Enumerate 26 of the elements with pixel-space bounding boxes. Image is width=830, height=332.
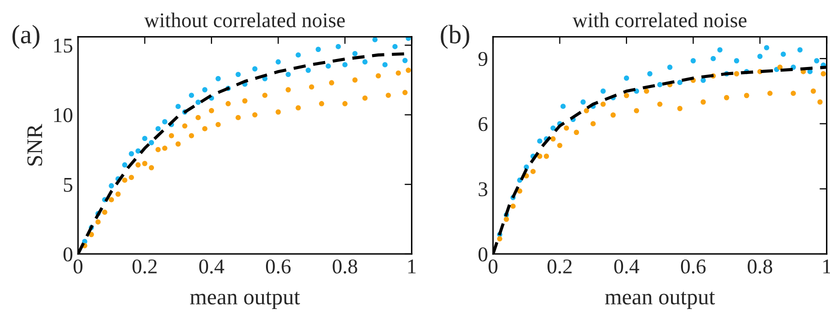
text: (b) (440, 24, 470, 49)
x-tick-label: 0.2 (132, 259, 157, 274)
chart-title: without correlated noise (144, 12, 345, 28)
x-tick-label: 0.6 (266, 259, 291, 274)
y-tick-label: 0 (478, 247, 488, 262)
x-tick-label: 0.4 (199, 259, 224, 274)
x-tick-label: 0.2 (548, 259, 572, 274)
chart-title: with correlated noise (572, 12, 746, 28)
y-axis-title: SNR (27, 124, 42, 166)
x-tick-label: 0.8 (748, 259, 772, 274)
x-tick-label: 0.8 (332, 259, 358, 274)
text: (a) (12, 24, 40, 49)
x-tick-label: 0 (488, 259, 498, 274)
y-tick-label: 9 (478, 52, 488, 66)
x-tick-label: 0.6 (680, 259, 706, 274)
y-tick-label: 6 (478, 117, 488, 132)
y-tick-label: 15 (54, 38, 72, 53)
y-tick-label: 3 (478, 182, 488, 196)
y-tick-label: 0 (64, 247, 72, 262)
x-tick-label: 0 (74, 259, 82, 274)
x-axis-title: mean output (605, 292, 715, 309)
x-tick-label: 1 (408, 260, 416, 274)
y-tick-label: 10 (54, 108, 72, 122)
y-tick-label: 5 (64, 178, 72, 192)
x-axis-title: mean output (190, 292, 300, 309)
x-tick-label: 0.4 (614, 259, 640, 274)
